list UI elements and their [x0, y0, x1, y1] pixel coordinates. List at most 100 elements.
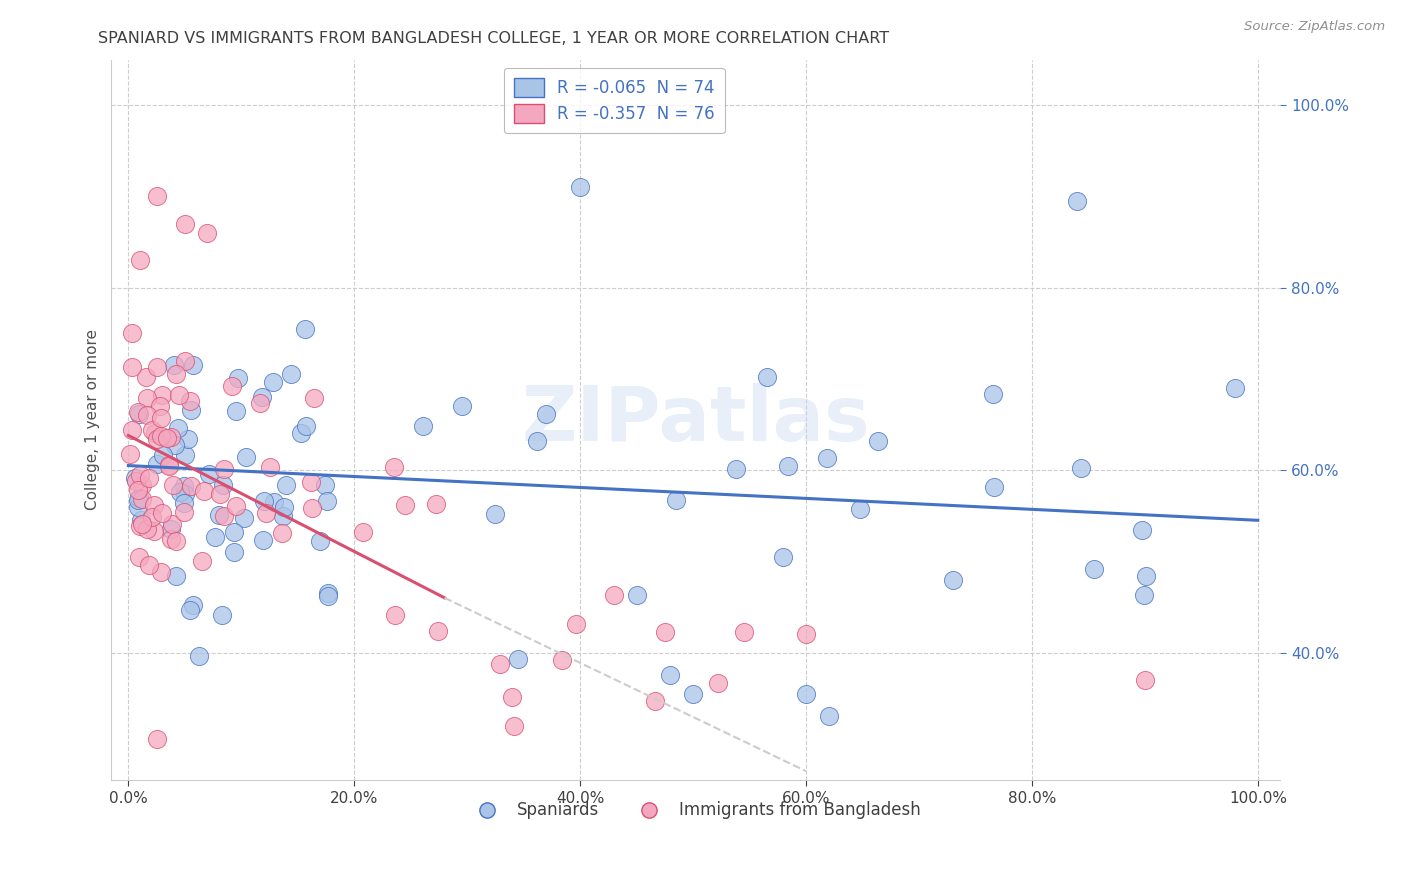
Point [150, 429, 173, 443]
Point [772, 549, 794, 564]
Point [394, 498, 416, 512]
Point [302, 392, 325, 406]
Point [128, 491, 150, 505]
Point [384, 607, 406, 622]
Point [179, 603, 201, 617]
Point [160, 516, 183, 531]
Point [309, 533, 332, 548]
Point [211, 608, 233, 623]
Point [173, 217, 195, 231]
Point [1070, 461, 1092, 475]
Point [252, 533, 274, 547]
Point [136, 391, 159, 405]
Point [152, 448, 174, 462]
Point [160, 430, 183, 444]
Point [131, 517, 153, 532]
Point [177, 432, 200, 446]
Point [301, 501, 323, 516]
Point [250, 390, 273, 404]
Point [173, 505, 195, 519]
Point [1133, 673, 1156, 687]
Point [167, 388, 190, 402]
Point [224, 525, 246, 540]
Point [181, 598, 204, 612]
Point [603, 588, 626, 602]
Point [165, 569, 187, 583]
Point [145, 189, 167, 203]
Point [163, 358, 186, 372]
Point [222, 545, 245, 559]
Point [159, 459, 181, 474]
Point [214, 461, 236, 475]
Point [273, 508, 295, 523]
Point [501, 690, 523, 705]
Point [451, 400, 474, 414]
Point [815, 450, 838, 465]
Point [225, 499, 247, 513]
Point [1066, 194, 1088, 208]
Point [157, 458, 180, 472]
Point [212, 508, 235, 523]
Point [138, 471, 160, 485]
Point [226, 370, 249, 384]
Point [1083, 562, 1105, 576]
Point [188, 648, 211, 663]
Point [131, 491, 153, 506]
Point [145, 458, 167, 472]
Point [174, 448, 197, 462]
Point [180, 403, 202, 417]
Point [124, 471, 146, 485]
Point [706, 676, 728, 690]
Point [165, 533, 187, 548]
Point [128, 407, 150, 421]
Point [193, 483, 215, 498]
Y-axis label: College, 1 year or more: College, 1 year or more [86, 329, 100, 510]
Point [174, 353, 197, 368]
Text: ZIPatlas: ZIPatlas [522, 383, 870, 457]
Point [382, 459, 405, 474]
Point [145, 432, 167, 446]
Point [197, 226, 219, 240]
Point [169, 484, 191, 499]
Point [316, 585, 339, 599]
Point [263, 495, 285, 509]
Point [149, 399, 172, 413]
Point [316, 589, 339, 603]
Point [208, 486, 231, 500]
Point [271, 525, 294, 540]
Point [131, 478, 153, 492]
Point [794, 627, 817, 641]
Point [682, 687, 704, 701]
Point [654, 625, 676, 640]
Text: Source: ZipAtlas.com: Source: ZipAtlas.com [1244, 20, 1385, 33]
Point [536, 407, 558, 421]
Point [290, 426, 312, 441]
Point [983, 480, 1005, 494]
Point [232, 511, 254, 525]
Point [145, 732, 167, 747]
Point [276, 478, 298, 492]
Point [484, 507, 506, 521]
Point [425, 497, 447, 511]
Point [817, 709, 839, 723]
Point [150, 565, 173, 579]
Point [173, 496, 195, 510]
Point [179, 394, 201, 409]
Point [724, 461, 747, 475]
Point [1130, 523, 1153, 537]
Point [141, 423, 163, 437]
Point [225, 403, 247, 417]
Point [1135, 568, 1157, 582]
Point [128, 549, 150, 564]
Point [159, 533, 181, 547]
Point [294, 322, 316, 336]
Point [314, 478, 336, 492]
Point [352, 524, 374, 539]
Point [135, 370, 157, 384]
Point [121, 423, 143, 437]
Point [125, 474, 148, 488]
Point [249, 395, 271, 409]
Point [191, 554, 214, 568]
Point [506, 652, 529, 666]
Point [565, 617, 588, 632]
